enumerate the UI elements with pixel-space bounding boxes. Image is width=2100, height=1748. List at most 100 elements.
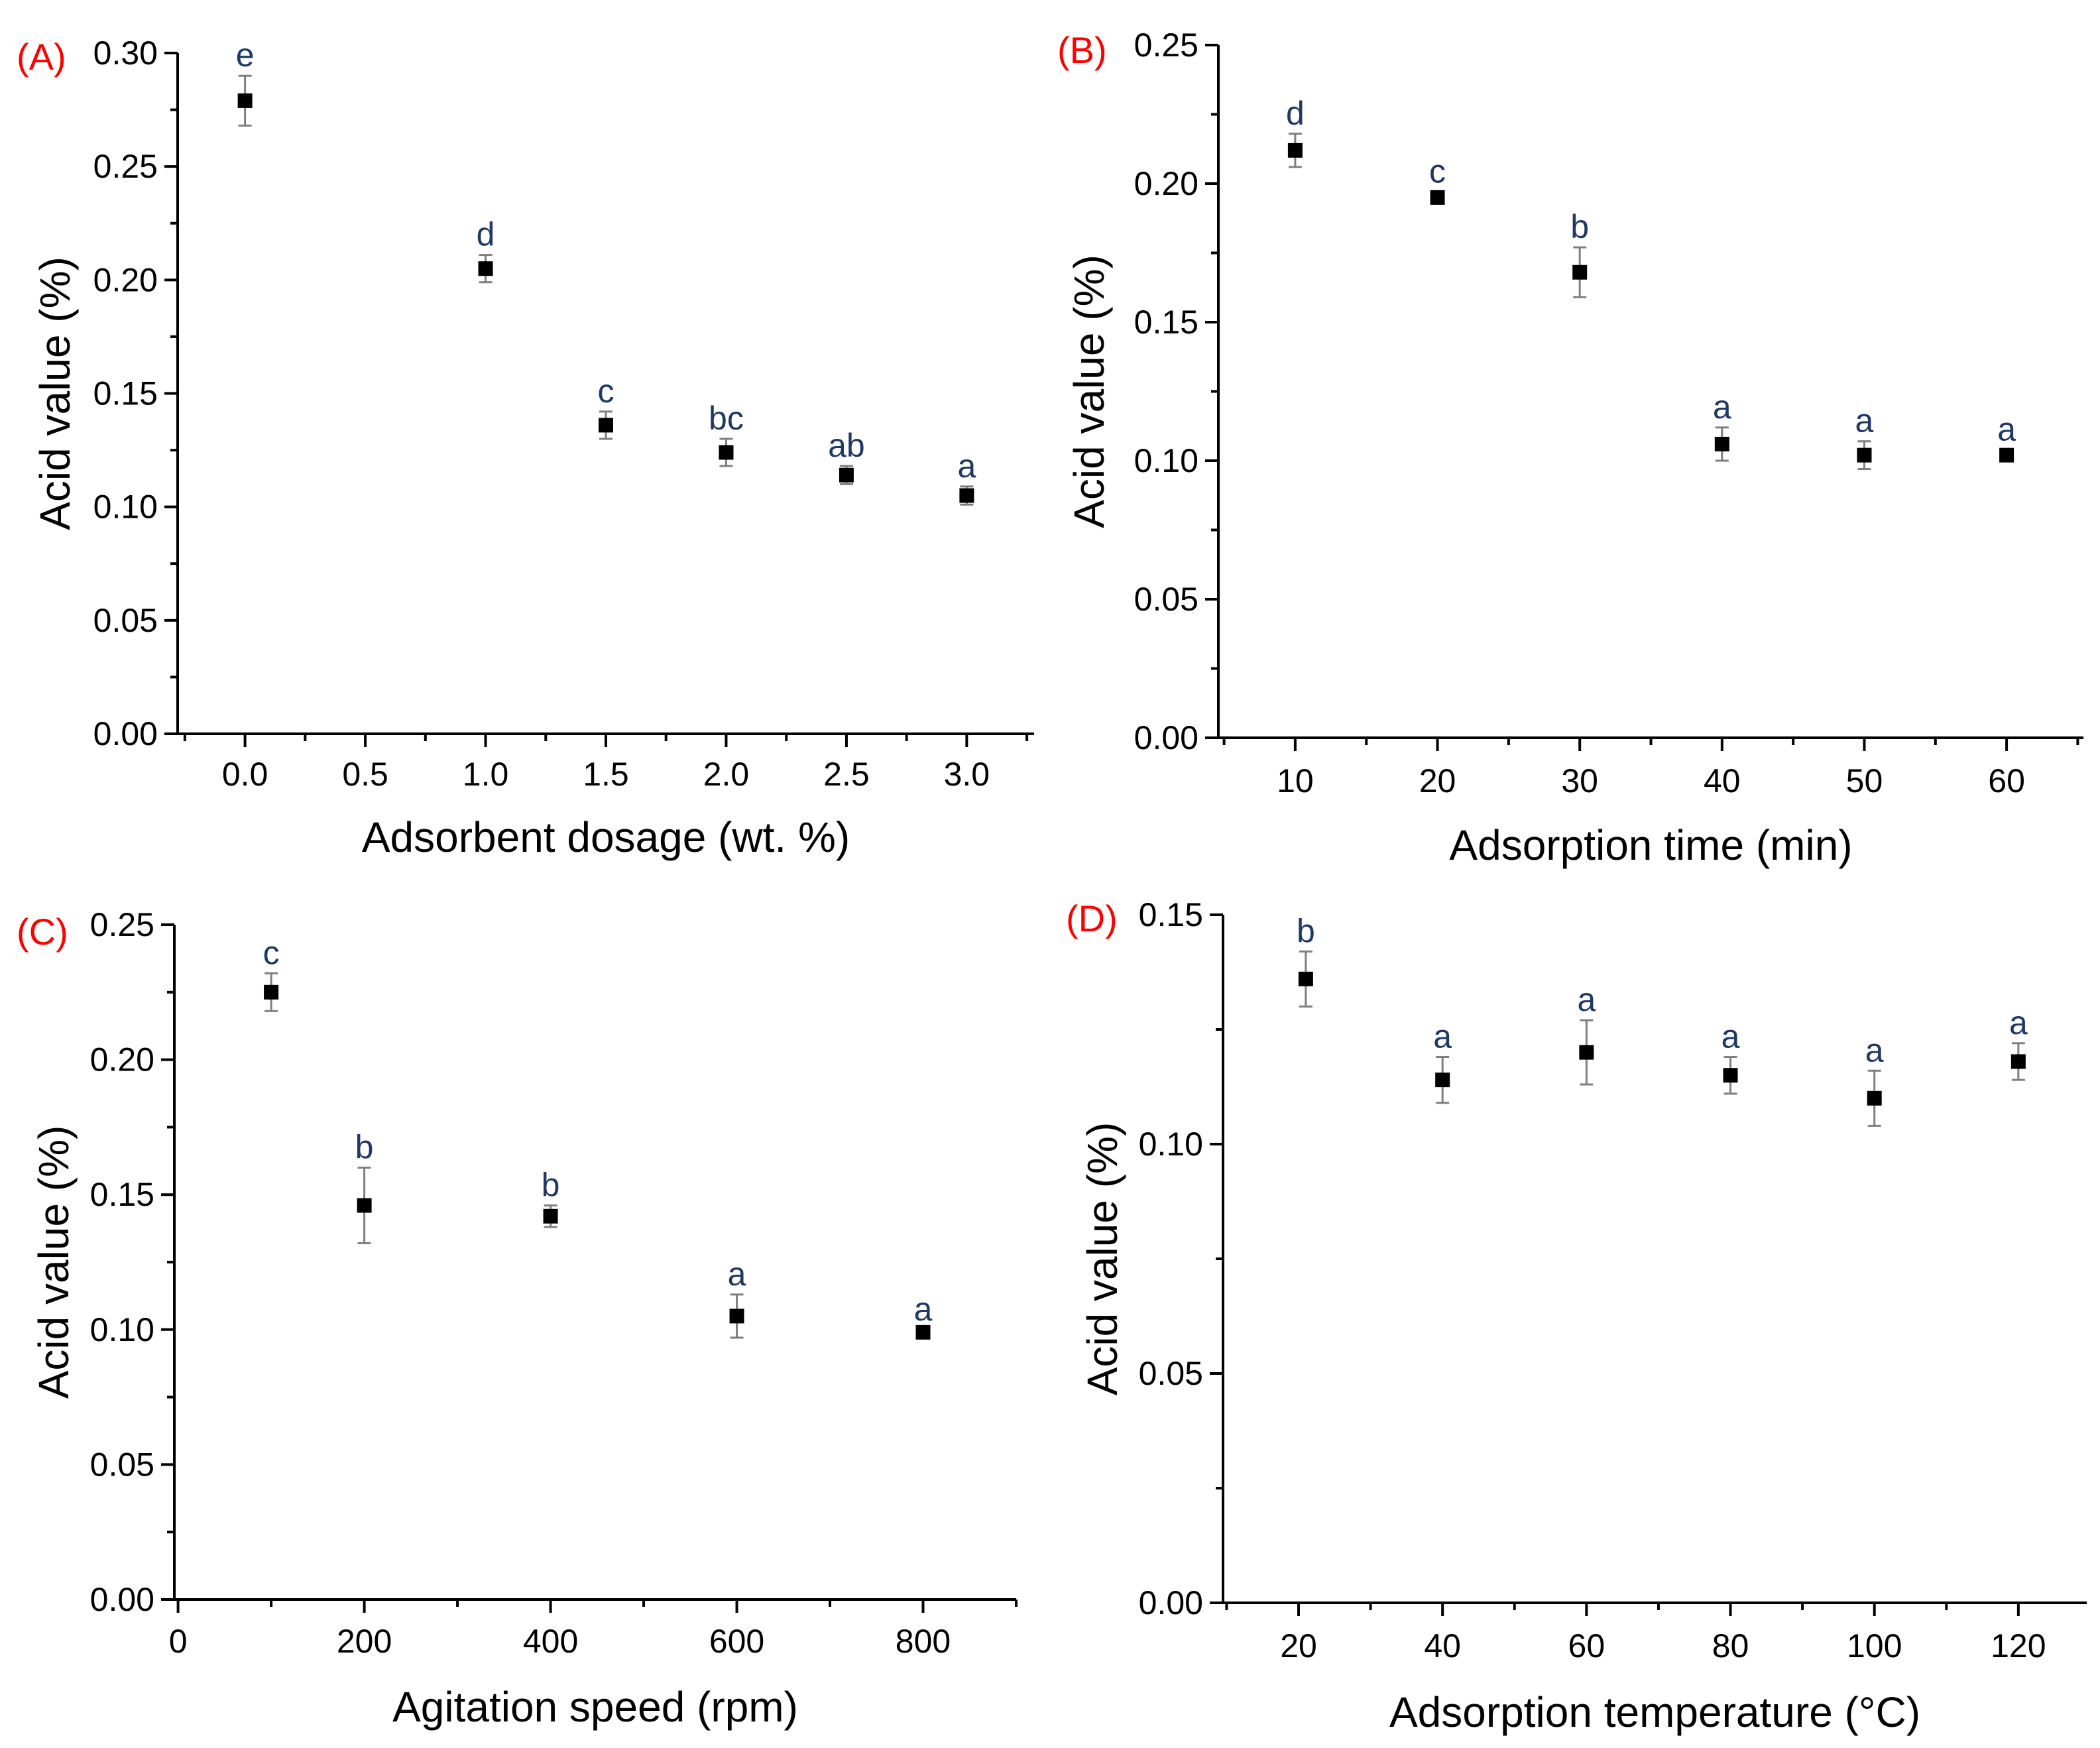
data-point xyxy=(1435,1073,1450,1088)
panel-label: (B) xyxy=(1057,29,1107,71)
x-tick-label: 600 xyxy=(709,1623,764,1660)
significance-label: a xyxy=(728,1255,746,1293)
y-tick-label: 0.05 xyxy=(90,1446,154,1483)
data-point xyxy=(729,1309,744,1324)
x-tick-label: 200 xyxy=(337,1623,392,1660)
y-axis-title: Acid value (%) xyxy=(31,257,79,530)
x-tick-label: 60 xyxy=(1568,1627,1605,1664)
data-point xyxy=(2011,1054,2026,1069)
data-point xyxy=(1287,143,1303,158)
y-tick-label: 0.10 xyxy=(93,489,158,526)
x-tick-label: 20 xyxy=(1419,762,1456,799)
chart-panel-b: 0.00 0.05 0.10 0.15 0.20 0.25 10 20 30 40 50 60 Adso… xyxy=(1057,27,2083,869)
axis-lines xyxy=(1217,45,2083,739)
y-axis-title: Acid value (%) xyxy=(1065,255,1113,528)
x-tick-label: 40 xyxy=(1424,1627,1461,1664)
x-tick-label: 2.0 xyxy=(703,756,750,793)
x-axis-title: Adsorbent dosage (wt. %) xyxy=(362,813,850,861)
y-tick-label: 0.25 xyxy=(93,148,158,185)
significance-label: b xyxy=(542,1166,560,1203)
significance-label: a xyxy=(1577,981,1596,1018)
significance-label: a xyxy=(2009,1004,2028,1041)
y-tick-label: 0.05 xyxy=(1139,1355,1203,1392)
y-tick-label: 0.15 xyxy=(1134,304,1198,341)
data-point xyxy=(357,1198,372,1213)
panel-label: (A) xyxy=(17,36,66,78)
y-tick-label: 0.10 xyxy=(1139,1126,1203,1163)
panel-label: (C) xyxy=(17,911,68,953)
x-tick-label: 20 xyxy=(1280,1627,1317,1664)
significance-label: c xyxy=(1429,153,1446,190)
x-tick-label: 60 xyxy=(1988,762,2025,799)
x-tick-label: 2.5 xyxy=(823,756,870,793)
panel-label: (D) xyxy=(1066,898,1118,939)
y-tick-label: 0.00 xyxy=(93,715,158,752)
x-tick-label: 1.0 xyxy=(463,756,509,793)
significance-label: d xyxy=(1286,95,1305,132)
x-tick-label: 100 xyxy=(1847,1627,1902,1664)
chart-panel-c: 0.00 0.05 0.10 0.15 0.20 0.25 0 200 400 600 800 Agi… xyxy=(17,906,1018,1731)
data-point xyxy=(839,467,854,483)
y-tick-label: 0.15 xyxy=(90,1176,154,1213)
x-tick-label: 120 xyxy=(1991,1627,2046,1664)
x-tick-label: 50 xyxy=(1846,762,1883,799)
x-tick-label: 800 xyxy=(896,1623,951,1660)
data-point xyxy=(1298,971,1313,986)
y-tick-label: 0.25 xyxy=(90,906,154,943)
significance-label: a xyxy=(914,1291,933,1328)
y-tick-label: 0.10 xyxy=(90,1311,154,1348)
x-tick-label: 40 xyxy=(1704,762,1741,799)
y-tick-label: 0.20 xyxy=(1134,165,1198,202)
x-tick-label: 0.0 xyxy=(222,756,268,793)
data-point xyxy=(915,1324,931,1340)
data-point xyxy=(1430,190,1445,205)
x-tick-label: 0.5 xyxy=(342,756,388,793)
data-point xyxy=(1867,1090,1882,1106)
x-axis-title: Adsorption temperature (°C) xyxy=(1389,1688,1920,1736)
chart-panel-d: 0.00 0.05 0.10 0.15 20 40 60 80 100 120 Adsorption… xyxy=(1066,896,2087,1736)
chart-panel-a: 0.00 0.05 0.10 0.15 0.20 0.25 0.30 0.0 0.5 1.0 1.5… xyxy=(17,34,1034,861)
data-point xyxy=(1857,447,1872,463)
y-tick-label: 0.25 xyxy=(1134,27,1198,64)
data-point xyxy=(959,488,974,503)
data-point xyxy=(1723,1068,1738,1083)
data-point xyxy=(264,984,279,1000)
data-point xyxy=(543,1208,558,1224)
significance-label: d xyxy=(477,216,495,253)
significance-label: a xyxy=(1997,410,2016,447)
significance-label: b xyxy=(1570,208,1589,245)
y-tick-label: 0.15 xyxy=(93,375,158,412)
x-tick-label: 80 xyxy=(1712,1627,1749,1664)
significance-label: a xyxy=(957,447,976,485)
data-point xyxy=(1572,264,1588,280)
significance-label: a xyxy=(1721,1018,1740,1055)
axis-lines xyxy=(173,925,1016,1601)
x-tick-label: 1.5 xyxy=(583,756,629,793)
x-tick-label: 400 xyxy=(523,1623,578,1660)
y-tick-label: 0.30 xyxy=(93,34,158,72)
significance-label: c xyxy=(598,373,614,410)
data-point xyxy=(478,261,493,276)
x-tick-label: 0 xyxy=(169,1623,188,1660)
y-axis-title: Acid value (%) xyxy=(30,1126,78,1399)
y-axis-title: Acid value (%) xyxy=(1079,1122,1126,1396)
y-tick-label: 0.05 xyxy=(1134,581,1198,618)
y-tick-label: 0.20 xyxy=(90,1041,154,1078)
significance-label: a xyxy=(1433,1018,1452,1055)
significance-label: a xyxy=(1713,388,1731,426)
data-point xyxy=(1579,1045,1594,1060)
axis-lines xyxy=(1222,915,2087,1604)
data-point xyxy=(719,445,734,460)
data-point xyxy=(1714,436,1729,451)
significance-label: b xyxy=(1297,912,1315,949)
y-tick-label: 0.20 xyxy=(93,261,158,298)
significance-label: bc xyxy=(709,400,744,437)
significance-label: c xyxy=(263,934,280,971)
significance-label: e xyxy=(236,36,255,74)
x-tick-label: 3.0 xyxy=(944,756,990,793)
y-tick-label: 0.00 xyxy=(1139,1584,1203,1621)
x-axis-title: Adsorption time (min) xyxy=(1449,821,1852,869)
data-point xyxy=(237,93,253,108)
y-tick-label: 0.00 xyxy=(1134,719,1198,756)
